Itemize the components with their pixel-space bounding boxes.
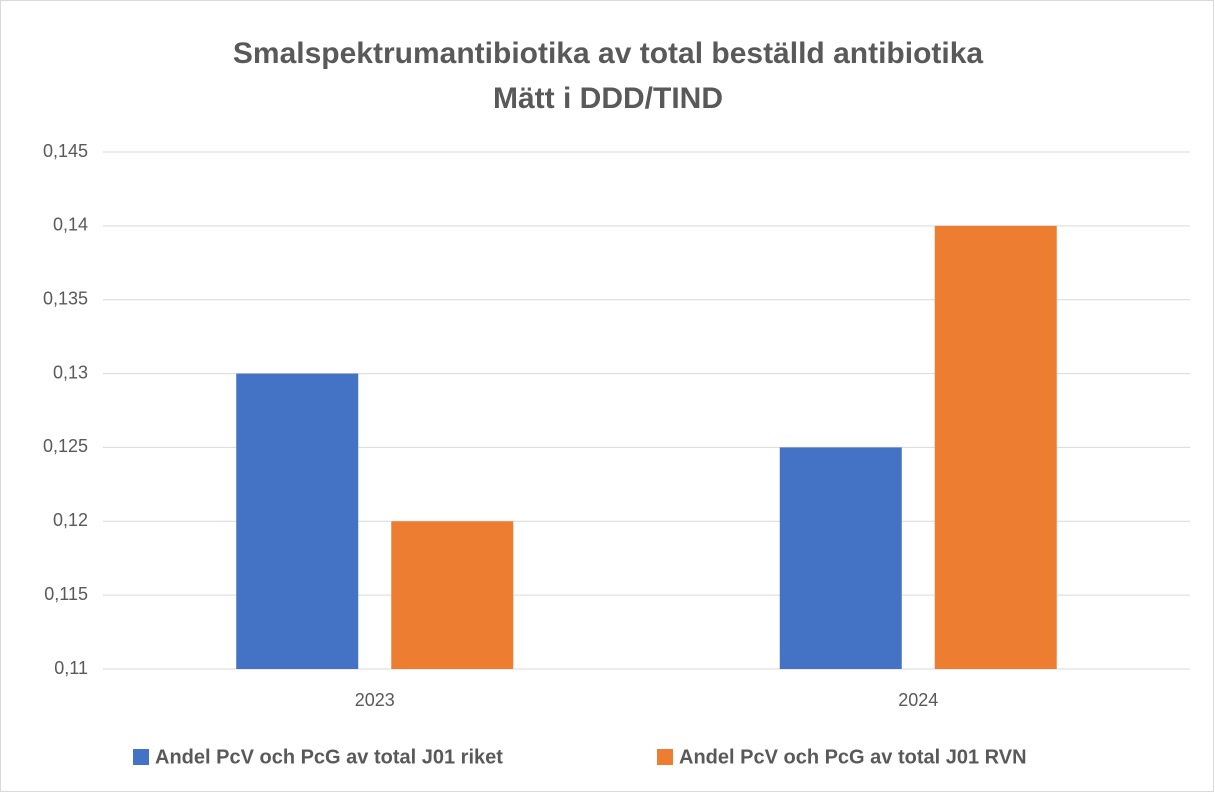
bar xyxy=(236,373,359,669)
bar xyxy=(779,447,902,669)
y-tick-label: 0,12 xyxy=(53,510,88,530)
legend-swatch xyxy=(133,749,149,765)
legend-label: Andel PcV och PcG av total J01 RVN xyxy=(679,746,1027,768)
y-tick-label: 0,14 xyxy=(53,215,88,235)
chart-subtitle: Mätt i DDD/TIND xyxy=(493,82,723,115)
y-tick-label: 0,145 xyxy=(43,141,88,161)
x-tick-label: 2024 xyxy=(898,690,938,710)
y-tick-label: 0,13 xyxy=(53,362,88,382)
x-tick-label: 2023 xyxy=(355,690,395,710)
y-tick-label: 0,135 xyxy=(43,288,88,308)
bar xyxy=(391,521,514,669)
bar xyxy=(934,225,1057,669)
legend-label: Andel PcV och PcG av total J01 riket xyxy=(155,746,503,768)
y-tick-label: 0,115 xyxy=(44,584,88,604)
legend-swatch xyxy=(657,749,673,765)
chart-title: Smalspektrumantibiotika av total beställ… xyxy=(233,37,983,70)
y-tick-label: 0,11 xyxy=(54,658,88,678)
y-tick-label: 0,125 xyxy=(43,436,88,456)
